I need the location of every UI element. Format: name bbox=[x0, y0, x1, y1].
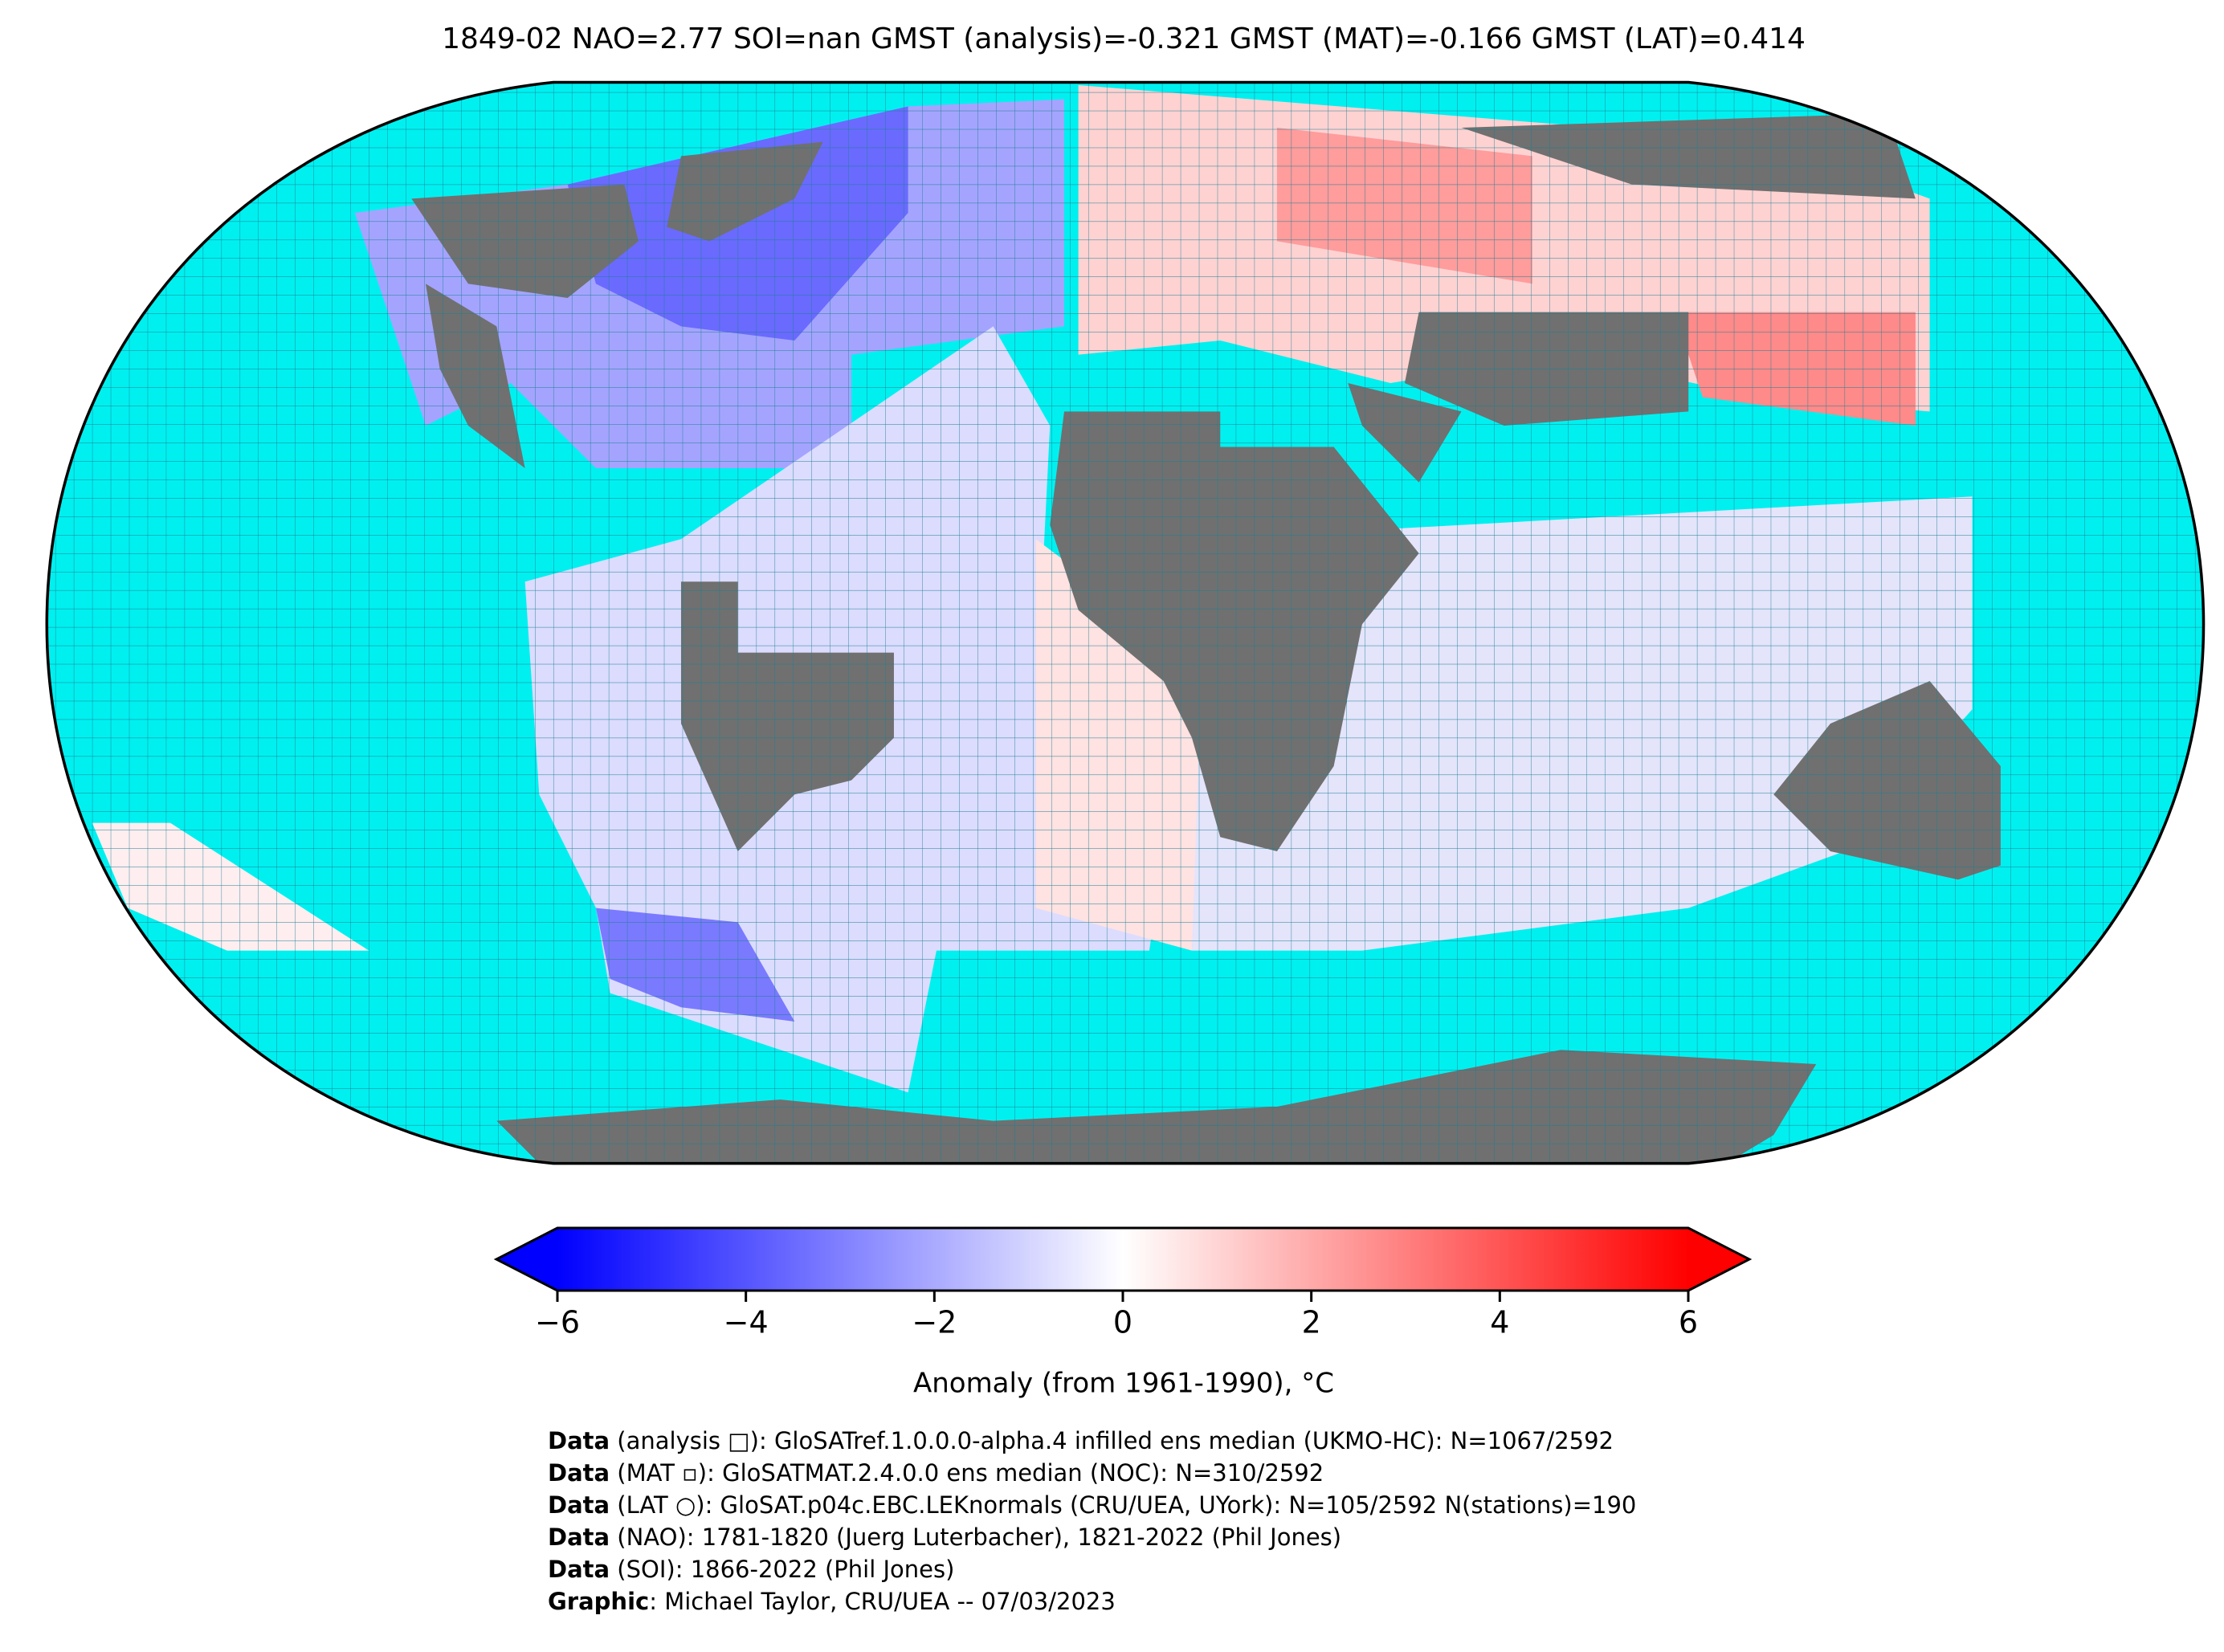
extend-min bbox=[496, 1228, 557, 1291]
footer-label: Data bbox=[548, 1459, 610, 1487]
title: 1849-02 NAO=2.77 SOI=nan GMST (analysis)… bbox=[442, 22, 1806, 55]
footer-line: Data (MAT ▫): GloSATMAT.2.4.0.0 ens medi… bbox=[548, 1459, 1324, 1487]
footer-text: (NAO): 1781-1820 (Juerg Luterbacher), 18… bbox=[610, 1524, 1341, 1551]
tick-label: 6 bbox=[1679, 1305, 1698, 1340]
footer-label: Data bbox=[548, 1491, 610, 1519]
extend-max bbox=[1688, 1228, 1749, 1291]
tick-label: −4 bbox=[724, 1305, 769, 1340]
colorbar-gradient bbox=[557, 1228, 1688, 1291]
footer-line: Data (analysis □): GloSATref.1.0.0.0-alp… bbox=[548, 1427, 1614, 1454]
colorbar-label: Anomaly (from 1961-1990), °C bbox=[913, 1368, 1334, 1400]
footer-label: Data bbox=[548, 1427, 610, 1454]
colorbar: −6 −4 −2 0 2 4 6 bbox=[493, 1226, 1753, 1340]
tick-label: −2 bbox=[912, 1305, 957, 1340]
footer-line: Graphic: Michael Taylor, CRU/UEA -- 07/0… bbox=[548, 1588, 1116, 1615]
footer-line: Data (SOI): 1866-2022 (Phil Jones) bbox=[548, 1556, 954, 1583]
footer-text: (analysis □): GloSATref.1.0.0.0-alpha.4 … bbox=[610, 1427, 1614, 1454]
footer-label: Graphic bbox=[548, 1588, 649, 1615]
footer-text: (MAT ▫): GloSATMAT.2.4.0.0 ens median (N… bbox=[610, 1459, 1324, 1487]
footer-label: Data bbox=[548, 1556, 610, 1583]
footer-text: : Michael Taylor, CRU/UEA -- 07/03/2023 bbox=[649, 1588, 1116, 1615]
footer-line: Data (NAO): 1781-1820 (Juerg Luterbacher… bbox=[548, 1524, 1341, 1551]
footer-text: (SOI): 1866-2022 (Phil Jones) bbox=[610, 1556, 954, 1583]
tick-label: −6 bbox=[535, 1305, 580, 1340]
map bbox=[45, 80, 2206, 1165]
footer-label: Data bbox=[548, 1524, 610, 1551]
tick-label: 4 bbox=[1490, 1305, 1509, 1340]
footer: Data (analysis □): GloSATref.1.0.0.0-alp… bbox=[548, 1427, 1636, 1615]
footer-text: (LAT ○): GloSAT.p04c.EBC.LEKnormals (CRU… bbox=[610, 1491, 1636, 1519]
tick-label: 0 bbox=[1113, 1305, 1132, 1340]
footer-line: Data (LAT ○): GloSAT.p04c.EBC.LEKnormals… bbox=[548, 1491, 1636, 1519]
tick-label: 2 bbox=[1302, 1305, 1321, 1340]
